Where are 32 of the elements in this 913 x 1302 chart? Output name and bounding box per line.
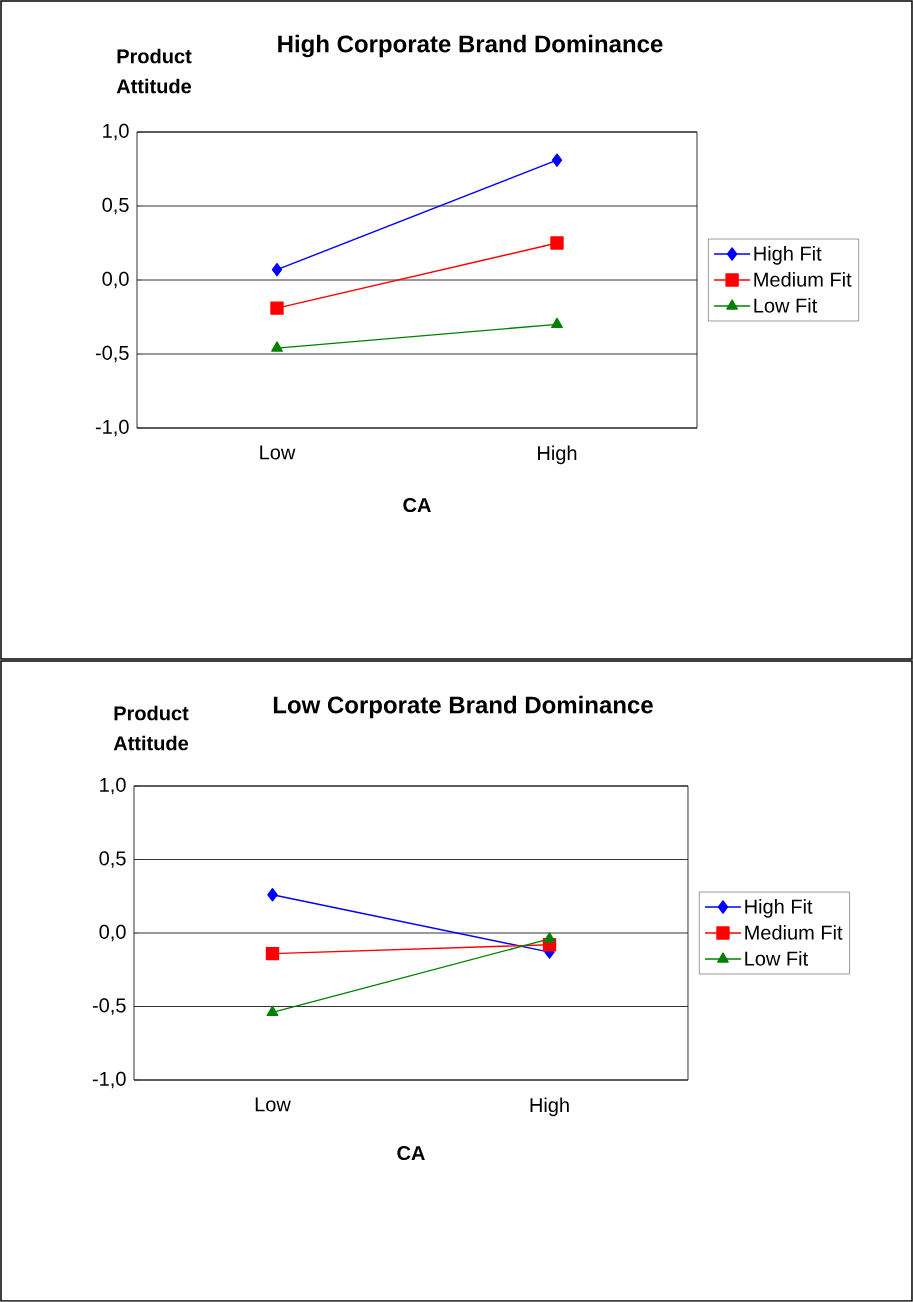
x-axis-title: CA — [397, 1145, 425, 1161]
point — [265, 946, 280, 961]
x-tick-label: High — [538, 445, 577, 465]
legend-label: High Fit — [745, 899, 813, 918]
chart-title: Low Corporate Brand Dominance — [273, 695, 653, 719]
point — [551, 153, 563, 167]
y-axis-title: Product Attitude — [116, 48, 192, 94]
x-tick-label: Low — [260, 445, 296, 460]
y-tick-label: 0,0 — [99, 924, 126, 942]
point — [550, 236, 564, 250]
point — [271, 262, 283, 277]
y-tick-label: -1,0 — [95, 419, 129, 437]
x-axis-title: CA — [403, 497, 431, 513]
legend-label: Low Fit — [754, 298, 818, 313]
y-tick-label: 0,5 — [99, 851, 126, 868]
x-tick-label: Low — [255, 1097, 291, 1112]
point — [267, 888, 278, 902]
y-tick-label: -0,5 — [92, 998, 126, 1015]
legend-label: High Fit — [754, 246, 822, 265]
y-tick-label: 1,0 — [103, 123, 129, 141]
y-tick-label: -0,5 — [95, 345, 129, 363]
x-tick-label: High — [530, 1097, 569, 1117]
y-tick-label: 1,0 — [100, 777, 126, 795]
chart-title: High Corporate Brand Dominance — [278, 34, 663, 58]
legend-label: Medium Fit — [754, 272, 852, 287]
y-tick-label: 0,5 — [102, 197, 129, 215]
legend-label: Low Fit — [745, 951, 808, 966]
y-tick-label: -1,0 — [92, 1071, 126, 1089]
y-tick-label: 0,0 — [102, 271, 129, 289]
point — [270, 301, 284, 315]
legend-label: Medium Fit — [745, 925, 843, 940]
y-axis-title: Product Attitude — [113, 705, 189, 751]
